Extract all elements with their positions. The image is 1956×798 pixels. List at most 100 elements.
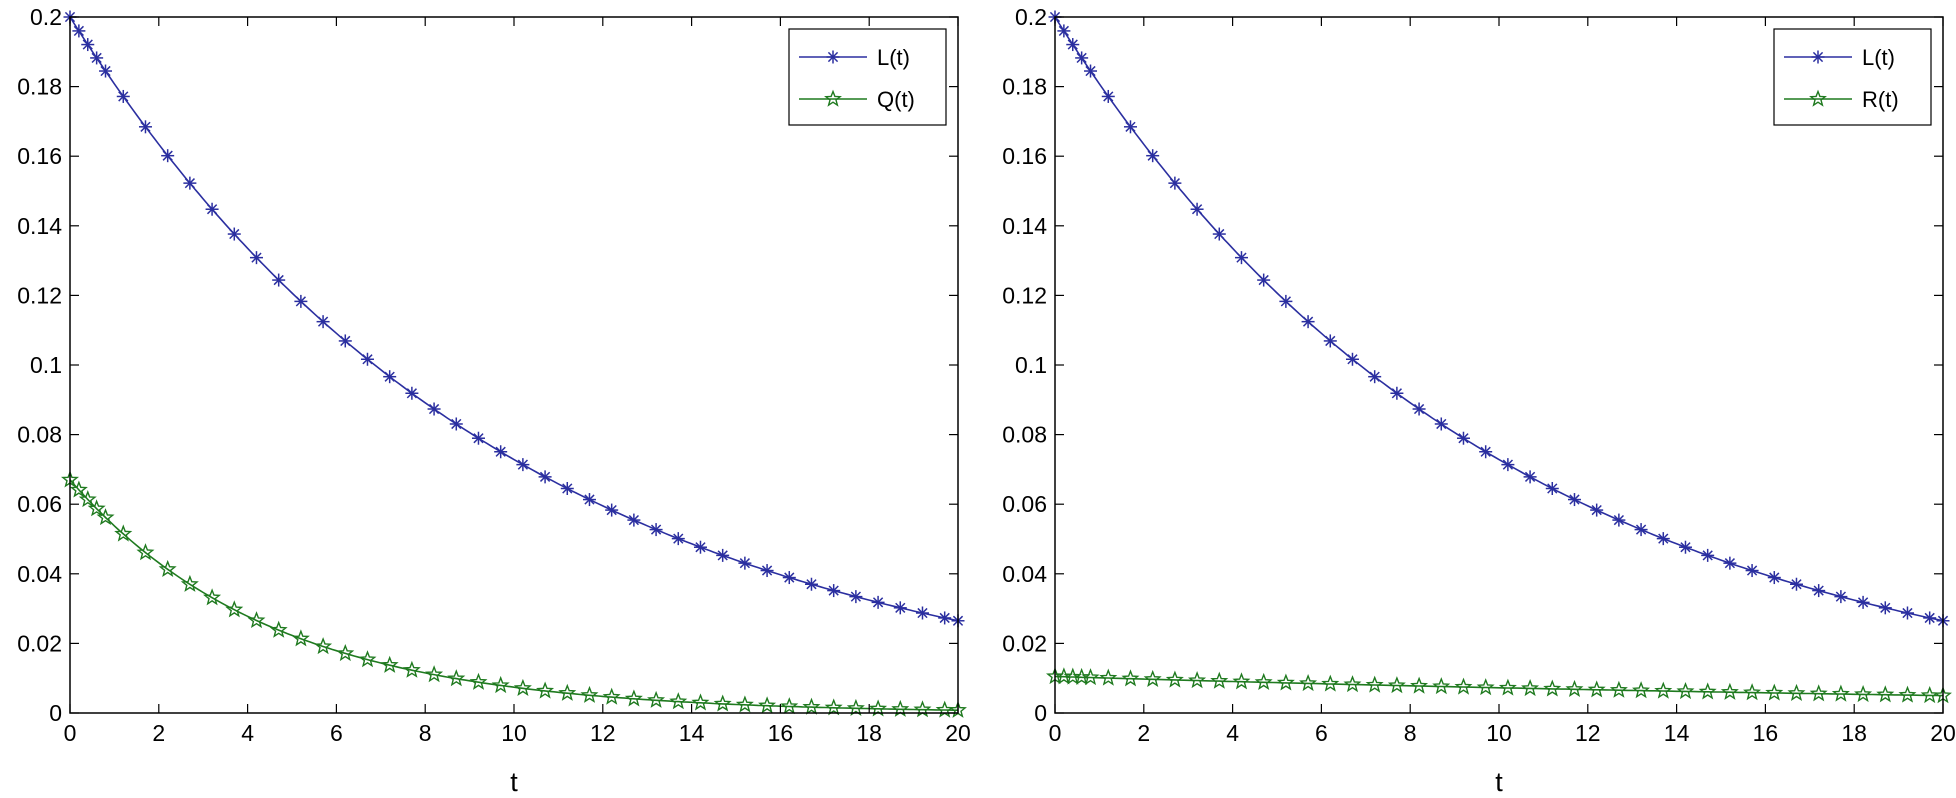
data-point-lt <box>1523 470 1537 484</box>
legend-marker-icon <box>826 50 840 64</box>
data-point-rt <box>1121 669 1140 687</box>
data-point-rt <box>1565 679 1584 698</box>
x-tick-label: 6 <box>330 720 343 746</box>
x-tick-label: 12 <box>1575 720 1601 746</box>
data-point-qt <box>469 672 488 690</box>
data-point-qt <box>136 543 155 561</box>
data-point-lt <box>272 273 286 287</box>
data-point-lt <box>582 493 596 507</box>
data-point-lt <box>1501 458 1515 472</box>
data-point-lt <box>1146 149 1160 163</box>
data-point-rt <box>1343 675 1362 693</box>
data-point-lt <box>316 315 330 329</box>
data-point-lt <box>760 564 774 578</box>
data-point-lt <box>538 470 552 484</box>
x-tick-label: 8 <box>1404 720 1417 746</box>
data-point-rt <box>1809 684 1828 702</box>
data-point-lt <box>183 176 197 190</box>
data-point-lt <box>1279 294 1293 308</box>
data-point-lt <box>605 503 619 517</box>
data-point-lt <box>1567 493 1581 507</box>
data-point-lt <box>1368 370 1382 384</box>
data-point-rt <box>1587 680 1606 698</box>
data-point-lt <box>627 513 641 527</box>
data-point-lt <box>649 523 663 537</box>
x-tick-label: 12 <box>590 720 616 746</box>
data-point-qt <box>247 611 266 629</box>
data-point-qt <box>96 508 115 526</box>
legend-box <box>788 28 947 126</box>
data-point-qt <box>735 695 754 713</box>
data-point-qt <box>558 683 577 701</box>
data-point-lt <box>1084 64 1098 78</box>
data-point-lt <box>99 64 113 78</box>
data-point-qt <box>869 699 888 717</box>
x-tick-label: 18 <box>1841 720 1867 746</box>
data-point-qt <box>491 675 510 694</box>
x-tick-label: 10 <box>1486 720 1512 746</box>
data-point-lt <box>1634 523 1648 537</box>
data-point-lt <box>1212 227 1226 241</box>
data-point-rt <box>1276 673 1295 691</box>
data-point-rt <box>1387 676 1406 694</box>
data-point-qt <box>758 696 777 714</box>
data-point-lt <box>782 571 796 585</box>
tick-layer: 0 2 4 6 8 10 12 14 16 18 20 0 0.02 0.04 0.06 0.08 0.1 0.1… <box>1002 4 1956 746</box>
data-point-lt <box>116 89 130 103</box>
y-tick-label: 0.04 <box>1002 561 1047 587</box>
data-point-lt <box>827 584 841 598</box>
data-point-lt <box>294 294 308 308</box>
y-tick-label: 0.02 <box>17 630 62 656</box>
data-point-rt <box>1081 668 1100 686</box>
data-point-qt <box>713 694 732 712</box>
data-point-lt <box>1656 532 1670 546</box>
data-point-qt <box>87 499 106 517</box>
series-layer <box>1046 10 1952 704</box>
data-point-qt <box>203 588 222 606</box>
y-tick-label: 0.12 <box>1002 282 1047 308</box>
data-point-lt <box>1257 273 1271 287</box>
data-point-qt <box>780 697 799 715</box>
data-point-lt <box>1075 51 1089 65</box>
y-tick-label: 0.06 <box>17 491 62 517</box>
data-point-rt <box>1831 684 1850 702</box>
series-line-qt <box>69 479 958 711</box>
x-tick-label: 2 <box>152 720 165 746</box>
data-point-lt <box>1190 202 1204 216</box>
y-tick-label: 0.16 <box>17 143 62 169</box>
data-point-qt <box>402 660 421 678</box>
data-point-rt <box>1498 678 1517 696</box>
data-point-rt <box>1765 683 1784 701</box>
series-layer <box>61 10 967 718</box>
data-point-rt <box>1321 674 1340 692</box>
y-tick-label: 0.1 <box>1015 352 1047 378</box>
x-tick-label: 16 <box>768 720 794 746</box>
data-point-qt <box>802 697 821 715</box>
data-point-qt <box>269 620 288 638</box>
data-point-qt <box>158 559 177 578</box>
data-point-lt <box>1101 89 1115 103</box>
data-point-lt <box>81 38 95 52</box>
tick-layer: 0 2 4 6 8 10 12 14 16 18 20 0 0.02 0.04 0.06 0.08 0.1 0.1… <box>17 4 971 746</box>
data-point-qt <box>69 480 88 498</box>
legend: L(t) R(t) <box>1773 28 1932 126</box>
data-point-qt <box>78 490 97 508</box>
x-axis-title: t <box>1495 767 1503 797</box>
data-point-qt <box>336 643 355 662</box>
x-tick-label: 0 <box>1049 720 1062 746</box>
x-tick-label: 14 <box>1664 720 1690 746</box>
data-point-lt <box>494 445 508 459</box>
data-point-lt <box>1545 481 1559 495</box>
legend-box <box>1773 28 1932 126</box>
data-point-rt <box>1609 680 1628 698</box>
y-tick-label: 0 <box>49 700 62 726</box>
data-point-qt <box>314 637 333 655</box>
data-point-rt <box>1099 668 1118 686</box>
data-point-rt <box>1743 683 1762 701</box>
data-point-lt <box>471 431 485 445</box>
data-point-rt <box>1787 683 1806 702</box>
data-point-lt <box>804 577 818 591</box>
y-tick-label: 0.16 <box>1002 143 1047 169</box>
x-tick-label: 10 <box>501 720 527 746</box>
data-point-lt <box>1923 611 1937 625</box>
